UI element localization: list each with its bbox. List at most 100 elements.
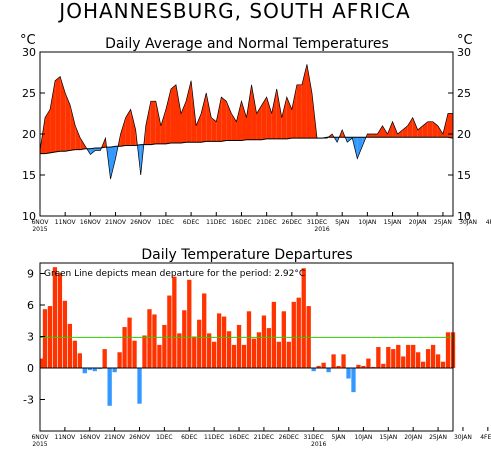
x-tick-label: 30JAN: [459, 219, 477, 226]
temperature-fill-segment: [201, 93, 207, 143]
temperature-fill-segment: [75, 125, 81, 150]
departure-bar: [411, 344, 416, 368]
temperature-fill-segment: [447, 113, 453, 139]
x-tick-label: 1DEC: [158, 219, 174, 226]
departure-bar: [87, 368, 92, 371]
departure-bar: [102, 349, 107, 368]
temperature-fill-segment: [50, 80, 56, 153]
departure-bar: [197, 319, 202, 368]
x-tick-label: 10JAN: [354, 434, 372, 441]
departure-bar: [261, 315, 267, 368]
departure-bar: [301, 268, 306, 368]
departure-bar: [296, 297, 301, 368]
departure-bar: [172, 276, 177, 368]
temperature-fill-segment: [241, 101, 247, 141]
departure-bar: [311, 368, 316, 372]
departure-bar: [420, 361, 426, 368]
departure-bar: [82, 368, 87, 374]
x-tick-label: 16DEC: [231, 219, 251, 226]
departure-bar: [127, 317, 132, 368]
y-tick-label: -3: [23, 394, 34, 407]
departure-bar: [112, 368, 117, 373]
temperature-fill-segment: [120, 117, 126, 147]
temperature-fill-segment: [281, 97, 287, 139]
x-tick-label: 21NOV: [104, 434, 126, 441]
temperature-fill-segment: [397, 129, 403, 138]
x-tick-label: 4FEB: [486, 219, 491, 226]
y-tick-label-right: 30: [457, 46, 471, 59]
departure-bar: [256, 332, 262, 368]
temperature-fill-segment: [236, 101, 242, 141]
temperature-fill-segment: [246, 84, 252, 140]
x-tick-label: 31DEC: [304, 434, 324, 441]
departure-bar: [231, 344, 237, 368]
x-year-label: 2016: [314, 226, 329, 233]
x-tick-label: 4FEB: [480, 434, 491, 441]
x-tick-label: 11NOV: [55, 219, 77, 226]
x-tick-label: 6NOV: [31, 434, 49, 441]
departure-bar: [187, 279, 192, 368]
departure-bar: [341, 354, 346, 368]
x-tick-label: 15JAN: [379, 434, 397, 441]
departure-bar: [425, 349, 431, 368]
x-year-label: 2015: [32, 441, 47, 448]
bottom-chart-panel: Green Line depicts mean departure for th…: [23, 262, 491, 448]
departure-bar: [72, 340, 77, 368]
bottom-chart-title: Daily Temperature Departures: [141, 247, 352, 263]
departure-bar: [281, 311, 286, 368]
y-tick-label: 3: [27, 331, 34, 344]
departure-bar: [401, 356, 406, 368]
departure-bar: [147, 309, 152, 368]
temperature-fill-segment: [301, 64, 307, 139]
temperature-fill-segment: [55, 76, 61, 153]
departure-bar: [430, 344, 436, 368]
y-tick-label-left: 20: [22, 128, 36, 141]
temperature-fill-segment: [181, 101, 187, 144]
temperature-fill-segment: [382, 125, 388, 138]
y-tick-label-left: 10: [22, 210, 36, 223]
x-tick-label: 30JAN: [454, 434, 472, 441]
departure-bar: [331, 354, 336, 368]
x-tick-label: 1DEC: [156, 434, 172, 441]
departure-bar: [162, 324, 167, 368]
y-tick-label-right: 25: [457, 87, 471, 100]
temperature-fill-segment: [221, 97, 227, 142]
departure-bar: [321, 362, 326, 368]
x-tick-label: 26NOV: [129, 434, 151, 441]
departure-bar: [57, 273, 63, 368]
temperature-fill-segment: [130, 109, 136, 146]
mean-departure-annotation: Green Line depicts mean departure for th…: [44, 269, 305, 279]
temperature-fill-segment: [160, 109, 166, 144]
departure-bar: [371, 366, 376, 368]
departure-bar: [122, 327, 127, 368]
departure-bar: [62, 300, 68, 368]
departure-bar: [435, 354, 441, 368]
x-tick-label: 20JAN: [409, 219, 427, 226]
departure-bar: [276, 341, 282, 368]
departure-bar: [42, 309, 48, 368]
departure-bar: [386, 347, 391, 368]
temperature-fill-segment: [70, 105, 76, 151]
temperature-fill-segment: [417, 125, 423, 138]
departure-bar: [182, 310, 187, 368]
departure-bar: [391, 349, 396, 368]
departure-bar: [440, 361, 446, 368]
departure-bar: [406, 344, 411, 368]
departure-bar: [167, 295, 172, 368]
x-tick-label: 21DEC: [257, 219, 277, 226]
departure-bar: [356, 364, 361, 368]
temperature-fill-segment: [155, 101, 161, 144]
departure-bar: [346, 368, 351, 379]
departure-bar: [266, 328, 272, 368]
x-tick-label: 5JAN: [335, 219, 349, 226]
temperature-fill-segment: [306, 64, 312, 139]
departure-bar: [137, 368, 142, 404]
x-tick-label: 16DEC: [229, 434, 249, 441]
departure-bar: [142, 335, 147, 368]
temperature-fill-segment: [150, 101, 156, 145]
departure-bar: [40, 358, 45, 368]
temperature-fill-segment: [266, 97, 272, 139]
x-tick-label: 11DEC: [204, 434, 224, 441]
temperature-fill-segment: [206, 93, 212, 142]
departure-bar: [445, 332, 451, 368]
